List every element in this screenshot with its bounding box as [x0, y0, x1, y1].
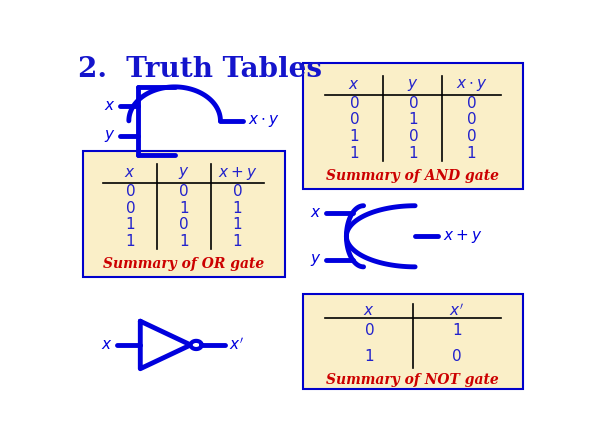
Text: Summary of NOT gate: Summary of NOT gate: [326, 373, 499, 387]
Text: $x$: $x$: [103, 98, 115, 112]
Text: $1$: $1$: [125, 233, 135, 249]
Text: $x$: $x$: [363, 304, 375, 318]
Text: $1$: $1$: [232, 217, 243, 232]
Text: $1$: $1$: [232, 200, 243, 216]
Text: Summary of AND gate: Summary of AND gate: [326, 169, 499, 183]
Text: $0$: $0$: [408, 128, 418, 144]
Text: $0$: $0$: [466, 95, 477, 111]
Text: $0$: $0$: [232, 183, 243, 199]
Text: $1$: $1$: [349, 145, 359, 161]
Text: $y$: $y$: [310, 252, 322, 268]
Text: $1$: $1$: [408, 145, 418, 161]
Text: $1$: $1$: [125, 217, 135, 232]
Text: $x$: $x$: [101, 338, 113, 352]
Text: $x$: $x$: [349, 78, 360, 92]
Polygon shape: [191, 341, 202, 349]
Text: $y$: $y$: [178, 165, 190, 181]
Text: $1$: $1$: [466, 145, 476, 161]
Text: 2.  Truth Tables: 2. Truth Tables: [79, 56, 323, 83]
Text: $1$: $1$: [452, 322, 462, 338]
Text: $1$: $1$: [178, 233, 189, 249]
Text: $0$: $0$: [408, 95, 418, 111]
Text: $x$: $x$: [310, 206, 322, 220]
Text: $1$: $1$: [349, 128, 359, 144]
Text: $0$: $0$: [349, 95, 359, 111]
Text: $x \cdot y$: $x \cdot y$: [248, 113, 280, 129]
Bar: [303, 63, 522, 189]
Text: $0$: $0$: [349, 112, 359, 127]
Text: $0$: $0$: [466, 128, 477, 144]
Text: $0$: $0$: [363, 322, 374, 338]
Text: $0$: $0$: [178, 183, 189, 199]
Text: Summary of OR gate: Summary of OR gate: [103, 258, 264, 272]
Text: $x'$: $x'$: [229, 336, 244, 353]
Text: $1$: $1$: [178, 200, 189, 216]
Text: $x$: $x$: [124, 166, 136, 180]
Text: $y$: $y$: [407, 77, 418, 93]
Text: $x \cdot y$: $x \cdot y$: [456, 77, 487, 93]
Text: $x + y$: $x + y$: [218, 165, 257, 182]
Text: $1$: $1$: [363, 348, 374, 363]
Text: $0$: $0$: [466, 112, 477, 127]
Bar: [83, 151, 284, 277]
Text: $1$: $1$: [408, 112, 418, 127]
Text: $0$: $0$: [125, 200, 135, 216]
Text: $y$: $y$: [103, 128, 115, 144]
Bar: [303, 294, 522, 389]
Text: $0$: $0$: [452, 348, 462, 363]
Text: $x'$: $x'$: [449, 303, 465, 319]
Text: $0$: $0$: [125, 183, 135, 199]
Text: $x + y$: $x + y$: [443, 228, 482, 245]
Text: $1$: $1$: [232, 233, 243, 249]
Text: $0$: $0$: [178, 217, 189, 232]
